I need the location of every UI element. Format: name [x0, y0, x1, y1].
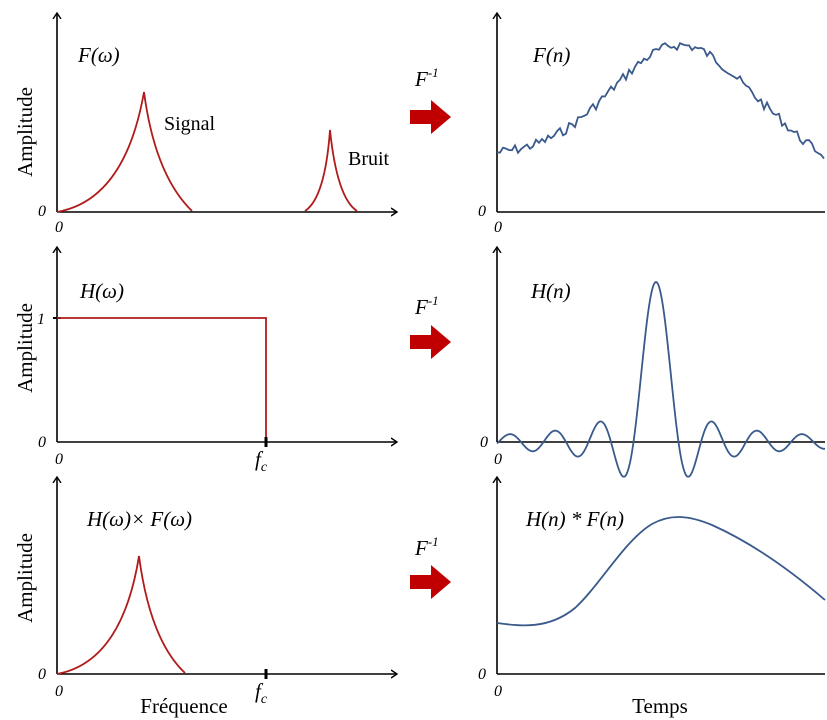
panel-title: F(n): [532, 43, 570, 67]
origin-x-label: 0: [55, 451, 63, 468]
right-arrow-icon: [410, 325, 451, 359]
panel-impulse-response: 0 0 H(n): [480, 248, 825, 478]
panel-title: H(n): [530, 279, 571, 303]
signal-peak-curve: [56, 91, 193, 213]
filtered-signal-peak-curve: [56, 555, 186, 675]
origin-y-label: 0: [38, 434, 46, 451]
y-axis-label: Amplitude: [13, 303, 37, 393]
cutoff-label: fc: [255, 679, 268, 707]
right-arrow-icon: [410, 100, 451, 134]
origin-x-label: 0: [494, 451, 502, 468]
panel-filter-response: Amplitude 0 0 1 H(ω) fc: [13, 248, 396, 475]
transform-label: F-1: [414, 534, 439, 560]
panel-frequency-spectrum: Amplitude 0 0 F(ω) Signal Bruit: [13, 14, 396, 236]
noisy-time-signal-curve: [496, 42, 825, 160]
inverse-transform-arrow-2: F-1: [410, 293, 451, 359]
panel-filtered-time-signal: 0 0 H(n) * F(n) Temps: [478, 478, 826, 718]
origin-x-label: 0: [494, 219, 502, 236]
transform-label: F-1: [414, 293, 439, 319]
lowpass-filter-curve: [57, 317, 267, 442]
origin-x-label: 0: [55, 219, 63, 236]
origin-y-label: 0: [38, 203, 46, 220]
panel-title: F(ω): [77, 43, 120, 67]
inverse-transform-arrow-1: F-1: [410, 65, 451, 134]
panel-title: H(n) * F(n): [525, 507, 624, 531]
transform-label: F-1: [414, 65, 439, 91]
level-one-label: 1: [37, 311, 45, 328]
noise-peak-curve: [304, 129, 358, 212]
origin-x-label: 0: [55, 683, 63, 700]
y-axis-label: Amplitude: [13, 87, 37, 177]
panel-filtered-spectrum: Amplitude 0 0 H(ω)× F(ω) fc Fréquence: [13, 478, 396, 718]
origin-x-label: 0: [494, 683, 502, 700]
signal-label: Signal: [164, 113, 216, 135]
panel-time-signal: 0 0 F(n): [478, 14, 825, 236]
panel-title: H(ω): [79, 279, 124, 303]
x-axis-label: Temps: [632, 694, 688, 718]
origin-y-label: 0: [38, 666, 46, 683]
x-axis-label: Fréquence: [140, 694, 227, 718]
panel-title: H(ω)× F(ω): [86, 507, 192, 531]
origin-y-label: 0: [478, 666, 486, 683]
right-arrow-icon: [410, 565, 451, 599]
cutoff-label: fc: [255, 447, 268, 475]
sinc-impulse-response-curve: [496, 280, 825, 478]
origin-y-label: 0: [480, 434, 488, 451]
smoothed-time-signal-curve: [496, 516, 826, 627]
origin-y-label: 0: [478, 203, 486, 220]
noise-label: Bruit: [348, 148, 390, 170]
y-axis-label: Amplitude: [13, 533, 37, 623]
inverse-transform-arrow-3: F-1: [410, 534, 451, 599]
